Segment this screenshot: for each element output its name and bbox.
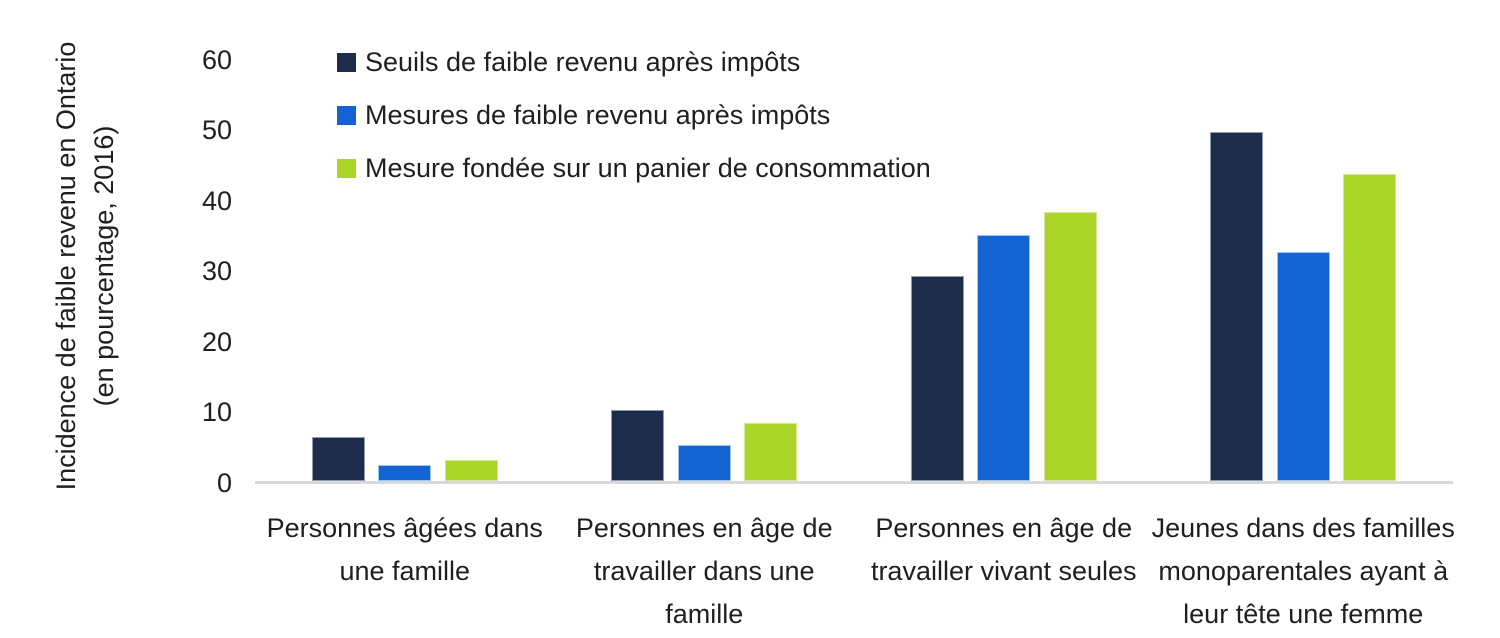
legend-label: Seuils de faible revenu après impôts bbox=[365, 46, 801, 77]
x-axis-line bbox=[255, 481, 1453, 484]
bar bbox=[677, 445, 731, 481]
y-tick-label: 40 bbox=[201, 185, 232, 216]
y-tick-label: 30 bbox=[201, 256, 232, 286]
y-axis-title-line1: Incidence de faible revenu en Ontario bbox=[51, 41, 81, 491]
x-category-label: Jeunes dans des familles monoparentales … bbox=[1151, 513, 1455, 629]
bar bbox=[1343, 174, 1397, 481]
legend-swatch-icon bbox=[337, 158, 356, 178]
bar bbox=[378, 464, 432, 481]
bar bbox=[977, 234, 1031, 481]
y-tick-label: 10 bbox=[201, 397, 232, 427]
bar bbox=[744, 423, 798, 481]
y-tick-label: 60 bbox=[201, 44, 232, 75]
legend-swatch-icon bbox=[337, 105, 356, 125]
x-category-label: Personnes en âge de travailler vivant se… bbox=[870, 513, 1137, 586]
bar bbox=[1210, 132, 1264, 481]
legend-label: Mesures de faible revenu après impôts bbox=[365, 99, 831, 130]
bar bbox=[1043, 212, 1097, 481]
y-axis-title-line2: (en pourcentage, 2016) bbox=[89, 125, 119, 407]
legend-item: Mesures de faible revenu après impôts bbox=[337, 100, 931, 130]
x-category-label: Personnes âgées dans une famille bbox=[266, 513, 543, 586]
bar bbox=[910, 275, 964, 481]
x-category-label: Personnes en âge de travailler dans une … bbox=[575, 513, 833, 629]
legend-label: Mesure fondée sur un panier de consommat… bbox=[365, 152, 931, 183]
legend-item: Seuils de faible revenu après impôts bbox=[337, 47, 931, 77]
legend: Seuils de faible revenu après impôts Mesu… bbox=[337, 47, 931, 183]
legend-item: Mesure fondée sur un panier de consommat… bbox=[337, 153, 931, 183]
legend-swatch-icon bbox=[337, 52, 356, 72]
bar bbox=[444, 459, 498, 481]
y-axis-title: Incidence de faible revenu en Ontario (en… bbox=[47, 6, 123, 526]
plot-area bbox=[255, 58, 1453, 481]
bar bbox=[311, 437, 365, 481]
bar bbox=[1276, 251, 1330, 481]
y-tick-label: 50 bbox=[201, 115, 232, 145]
y-tick-label: 20 bbox=[201, 326, 232, 357]
y-tick-label: 0 bbox=[216, 467, 232, 498]
bar bbox=[611, 409, 665, 481]
